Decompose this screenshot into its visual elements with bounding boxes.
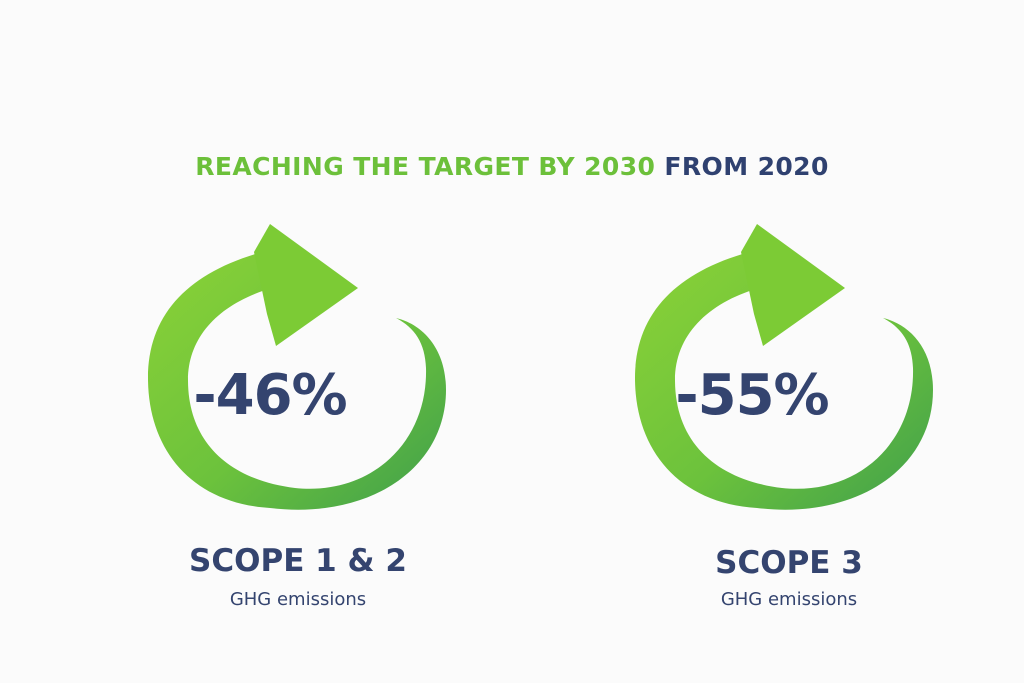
title-rest: FROM 2020 (664, 152, 829, 181)
title-highlight: REACHING THE TARGET BY 2030 (195, 152, 656, 181)
scope-label: SCOPE 1 & 2 (189, 543, 407, 579)
target-card-scope-3: -55% (617, 218, 957, 518)
scope-subtitle: GHG emissions (720, 589, 858, 610)
reduction-percent: -46% (193, 363, 347, 428)
page-title: REACHING THE TARGET BY 2030 FROM 2020 (0, 150, 1024, 184)
circular-arrow-icon (635, 224, 933, 510)
scope-subtitle: GHG emissions (229, 589, 367, 610)
circular-arrow-icon (148, 224, 446, 510)
target-card-scope-1-2: -46% (130, 218, 470, 518)
scope-label: SCOPE 3 (715, 545, 863, 581)
reduction-percent: -55% (675, 363, 829, 428)
